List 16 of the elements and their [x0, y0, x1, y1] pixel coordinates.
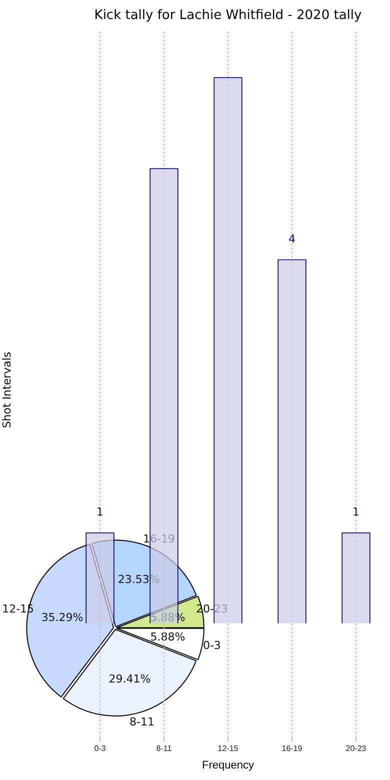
data-label: 4 — [288, 232, 296, 246]
x-axis-title: Frequency — [202, 759, 254, 772]
x-tick-label: 16-19 — [282, 744, 303, 754]
slice-label: 8-11 — [130, 716, 154, 729]
data-label: 1 — [96, 506, 104, 519]
data-label: 5.88% — [150, 630, 186, 644]
slice-label: 0-3 — [202, 638, 221, 652]
x-tick-label: 12-15 — [218, 744, 239, 754]
data-label: 29.41% — [108, 672, 151, 686]
data-label: 35.29% — [41, 611, 84, 624]
x-tick-label: 8-11 — [156, 744, 172, 754]
y-axis-title: Shot Intervals — [0, 352, 14, 428]
x-tick-label: 20-23 — [346, 744, 367, 754]
data-label: 1 — [352, 506, 360, 519]
chart-title: Kick tally for Lachie Whitfield - 2020 tally — [94, 8, 362, 24]
x-tick-label: 0-3 — [94, 744, 106, 754]
